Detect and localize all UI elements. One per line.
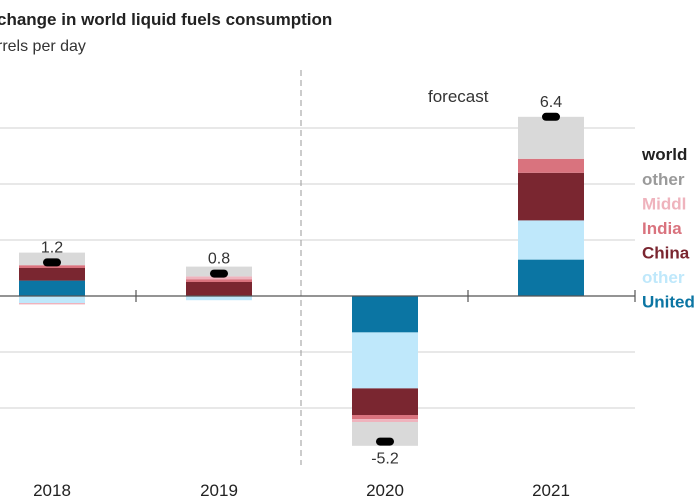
total-marker: [376, 437, 394, 446]
x-tick-label: 2020: [366, 481, 404, 500]
bar-segment: [352, 388, 418, 415]
total-marker: [43, 258, 61, 267]
total-label: -5.2: [371, 451, 399, 468]
bar-segment: [186, 276, 252, 280]
bar-segment: [186, 282, 252, 296]
bar-segment: [352, 415, 418, 420]
bar-segment: [352, 419, 418, 422]
bar-segment: [352, 422, 418, 446]
bar-segment: [19, 296, 85, 303]
x-axis-labels: 2018 2019 2020 2021: [33, 481, 570, 500]
total-label: 0.8: [208, 251, 230, 268]
bar-segment: [352, 296, 418, 333]
total-markers: 1.2 0.8 -5.2 6.4: [41, 94, 562, 468]
bar-segment: [19, 268, 85, 281]
total-marker: [542, 112, 560, 121]
bar-segment: [186, 279, 252, 282]
bars: [19, 116, 584, 446]
x-tick-label: 2021: [532, 481, 570, 500]
legend-title: world: [641, 145, 687, 164]
bar-segment: [186, 296, 252, 301]
legend: world other Middl India China other United: [641, 145, 695, 312]
chart-title: change in world liquid fuels consumption: [0, 10, 332, 29]
bar-segment: [19, 280, 85, 296]
total-label: 6.4: [540, 94, 562, 111]
legend-item: other: [642, 268, 685, 287]
x-tick-label: 2018: [33, 481, 71, 500]
forecast-annotation: forecast: [428, 87, 489, 106]
legend-item: China: [642, 244, 690, 263]
bar-segment: [19, 265, 85, 268]
total-label: 1.2: [41, 239, 63, 256]
bar-segment: [19, 303, 85, 305]
axis-ticks: [135, 290, 636, 302]
bar-segment: [518, 172, 584, 221]
bar-segment: [352, 332, 418, 389]
legend-item: Middl: [642, 195, 686, 214]
bar-segment: [518, 259, 584, 296]
bar-segment: [518, 116, 584, 159]
bar-segment: [518, 220, 584, 260]
legend-item: United: [642, 293, 695, 312]
chart-subtitle: rrels per day: [0, 38, 86, 55]
x-tick-label: 2019: [200, 481, 238, 500]
total-marker: [210, 269, 228, 278]
legend-item: other: [642, 170, 685, 189]
bar-segment: [518, 158, 584, 173]
legend-item: India: [642, 219, 682, 238]
